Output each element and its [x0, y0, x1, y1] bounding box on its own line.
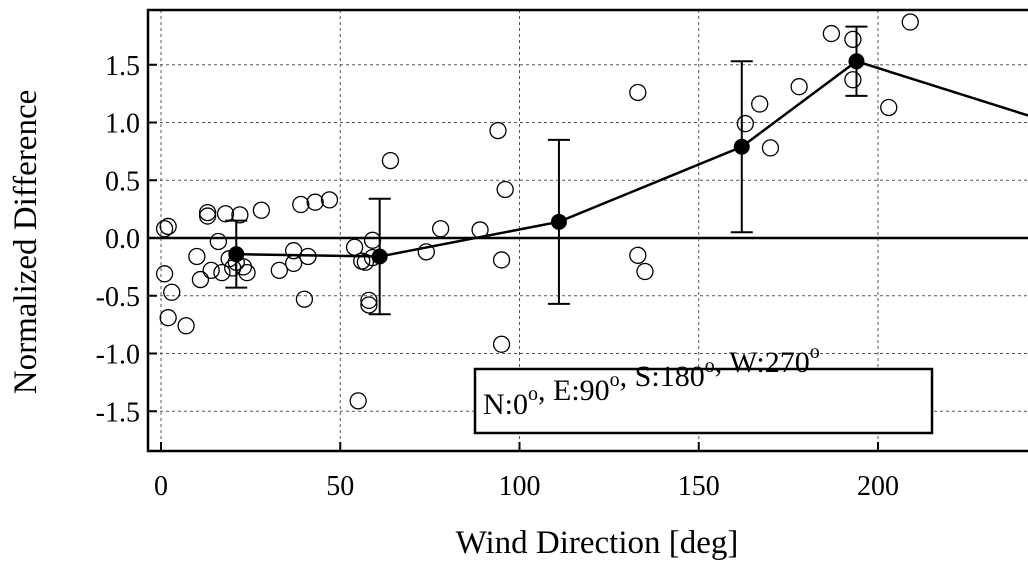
y-tick-label: -1.5	[96, 397, 140, 428]
scatter-point	[751, 95, 769, 113]
mean-markers	[228, 53, 865, 265]
scatter-point	[155, 265, 174, 283]
scatter-point	[363, 231, 382, 249]
scatter-point	[417, 243, 435, 261]
plot-frame	[146, 8, 1028, 453]
scatter-point	[198, 207, 217, 225]
scatter-point	[349, 392, 367, 410]
scatter-point	[636, 262, 654, 281]
scatter-point	[177, 317, 195, 335]
y-tick-label: -1.0	[96, 340, 140, 371]
scatter-point	[320, 191, 339, 209]
scatter-point	[209, 232, 228, 251]
scatter-point	[306, 193, 324, 211]
scatter-point	[381, 151, 400, 170]
scatter-point	[844, 30, 862, 48]
scatter-point	[295, 290, 314, 308]
scatter-points	[155, 13, 919, 410]
mean-line	[236, 59, 1028, 258]
x-tick-label: 150	[678, 471, 720, 502]
x-tick-label: 100	[499, 471, 541, 502]
scatter-point	[629, 83, 647, 102]
scatter-point	[231, 206, 249, 224]
scatter-point	[761, 139, 780, 157]
mean-point	[550, 213, 567, 230]
scatter-point	[901, 13, 919, 31]
scatter-point	[360, 296, 378, 314]
scatter-point	[188, 247, 206, 266]
y-tick-label: 1.0	[105, 109, 140, 140]
scatter-point	[360, 291, 378, 310]
x-tick-label: 0	[154, 471, 168, 502]
annotation-box: N:0o, E:90o, S:180o, W:270o	[473, 341, 934, 435]
scatter-point	[492, 335, 511, 353]
error-bars	[225, 25, 868, 316]
scatter-point	[270, 261, 288, 279]
x-axis-label: Wind Direction [deg]	[456, 525, 739, 561]
scatter-point	[155, 220, 174, 238]
x-axis-ticks: 050100150200250300350	[154, 442, 899, 502]
x-tick-label: 200	[857, 471, 899, 502]
y-tick-label: -0.5	[96, 282, 140, 313]
scatter-point	[191, 270, 210, 289]
annotation-text: N:0o, E:90o, S:180o, W:270o	[483, 341, 820, 421]
x-tick-label: 50	[326, 471, 354, 502]
scatter-point	[790, 78, 808, 96]
scatter-point	[213, 263, 231, 282]
scatter-point	[496, 180, 514, 199]
scatter-point	[216, 205, 235, 223]
scatter-point	[880, 98, 898, 117]
scatter-point	[252, 201, 271, 219]
y-tick-label: 0.0	[105, 224, 140, 255]
scatter-point	[736, 115, 755, 133]
scatter-point	[844, 71, 862, 89]
y-axis-label: Normalized Difference	[8, 90, 44, 394]
y-axis-ticks: 1.5 1.0 0.5 0.0 -0.5 -1.0 -1.5	[96, 51, 157, 428]
scatter-point	[629, 246, 647, 264]
scatter-point	[431, 220, 450, 238]
scatter-point	[159, 217, 177, 236]
scatter-point	[238, 263, 256, 282]
y-tick-label: 1.5	[105, 51, 140, 82]
scatter-point	[202, 261, 220, 279]
mean-point	[848, 53, 865, 70]
y-tick-label: 0.5	[105, 166, 140, 197]
scatter-point	[822, 24, 841, 43]
mean-point	[371, 248, 388, 265]
scatter-point	[292, 195, 310, 214]
mean-point	[228, 246, 245, 263]
scatter-point	[159, 309, 177, 327]
scatter-point	[284, 254, 303, 273]
scatter-point	[198, 203, 217, 222]
scatter-point	[489, 121, 507, 140]
scatter-point	[163, 283, 181, 301]
mean-point	[733, 138, 750, 155]
scatter-point	[492, 251, 511, 269]
